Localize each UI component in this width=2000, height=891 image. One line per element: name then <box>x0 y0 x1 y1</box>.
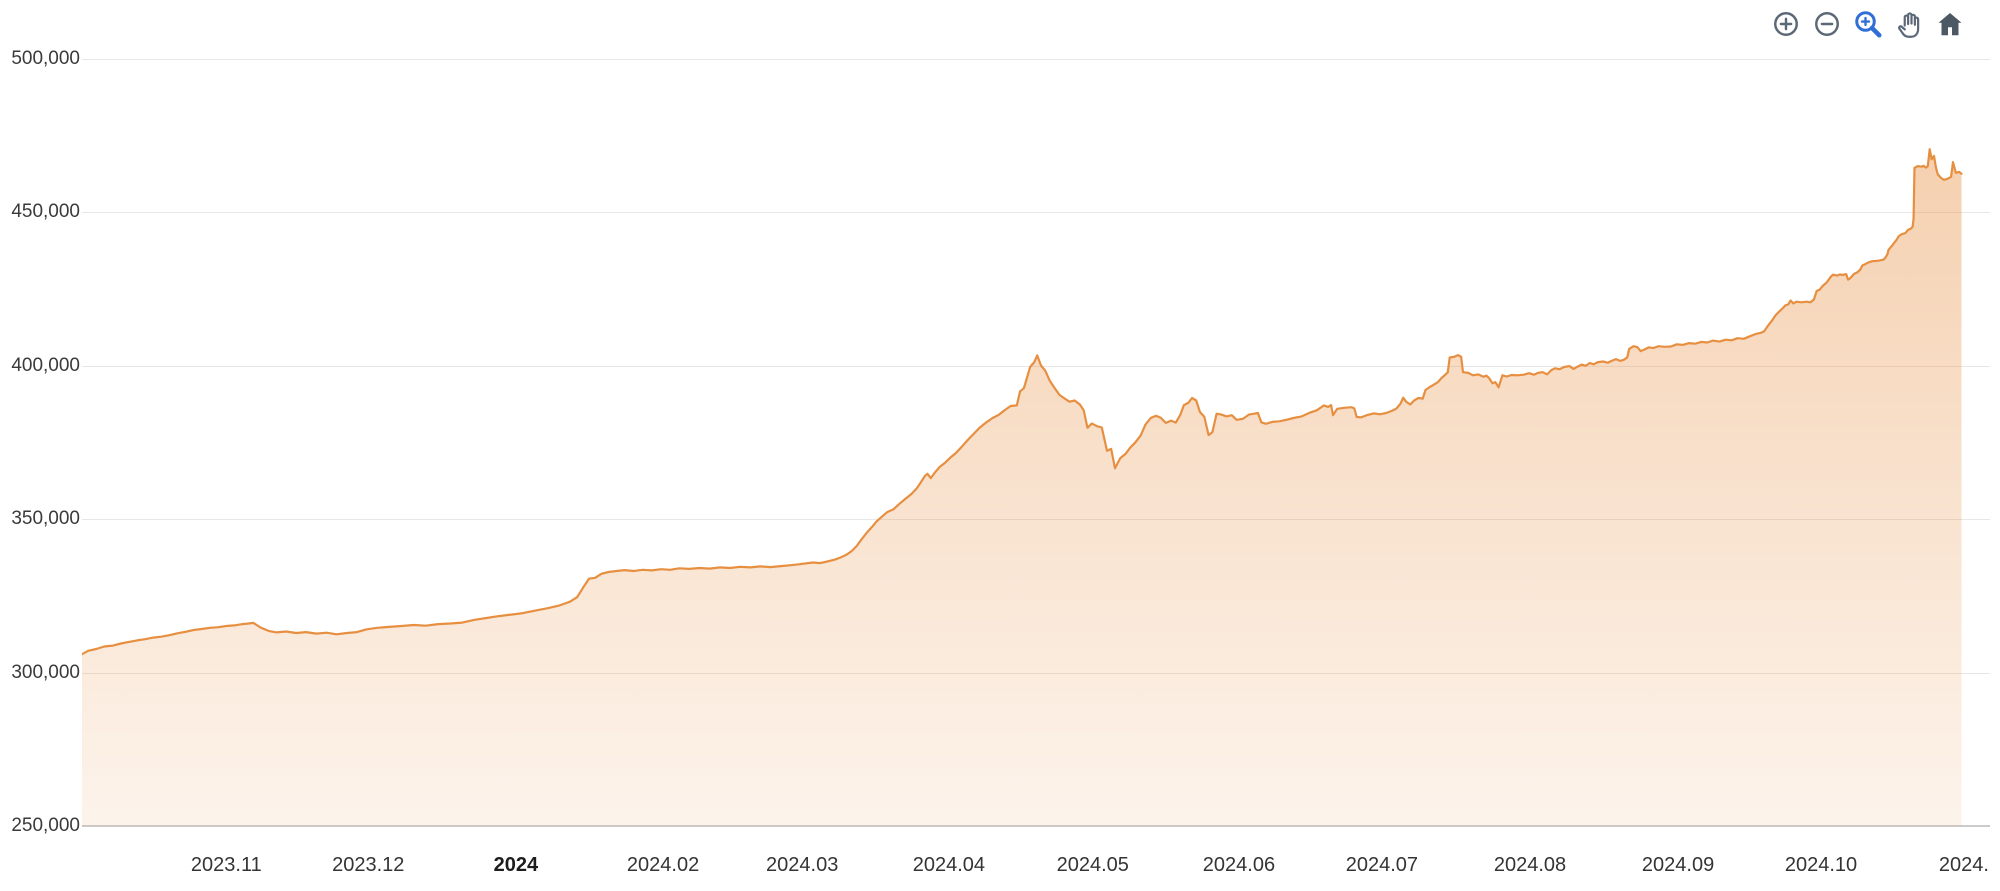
x-axis-label: 2024.07 <box>1345 854 1418 876</box>
box-zoom-button[interactable] <box>1852 8 1884 40</box>
x-axis-label: 2024.03 <box>766 854 839 876</box>
zoom-out-icon <box>1813 10 1841 38</box>
y-axis-label: 450,000 <box>11 201 80 222</box>
pan-hand-icon <box>1894 9 1924 39</box>
zoom-in-button[interactable] <box>1770 8 1802 40</box>
zoom-in-icon <box>1772 10 1800 38</box>
x-axis-label: 2024.09 <box>1641 854 1715 876</box>
pan-button[interactable] <box>1893 8 1925 40</box>
x-axis-label: 2024. <box>1938 854 1989 876</box>
home-icon <box>1935 9 1965 39</box>
home-button[interactable] <box>1934 8 1966 40</box>
x-axis-label: 2024.06 <box>1202 854 1276 876</box>
x-axis-label: 2024.05 <box>1056 854 1129 876</box>
y-axis-label: 300,000 <box>11 662 80 683</box>
y-axis-label: 400,000 <box>11 355 80 376</box>
chart-canvas[interactable] <box>82 59 1990 826</box>
chart-zoom-toolbar <box>1770 8 1966 40</box>
x-axis-label: 2024.10 <box>1784 854 1858 876</box>
x-axis-label: 2024.08 <box>1493 854 1567 876</box>
y-axis-label: 500,000 <box>11 48 80 69</box>
x-axis-label: 2024.02 <box>626 854 700 876</box>
x-axis-label: 2023.12 <box>332 854 405 876</box>
x-axis-label: 2023.11 <box>190 854 262 876</box>
box-zoom-magnifier-icon <box>1853 9 1883 39</box>
y-axis-label: 250,000 <box>11 815 80 836</box>
zoom-out-button[interactable] <box>1811 8 1843 40</box>
x-axis-label: 2024 <box>493 854 539 876</box>
x-axis-label: 2024.04 <box>912 854 986 876</box>
y-axis-label: 350,000 <box>11 508 80 529</box>
